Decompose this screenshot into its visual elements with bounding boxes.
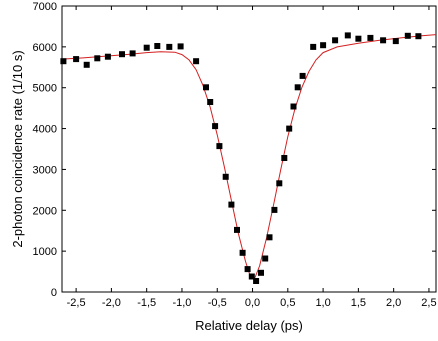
data-point bbox=[276, 180, 283, 187]
data-point bbox=[94, 55, 101, 62]
y-tick-label: 6000 bbox=[33, 42, 57, 54]
data-point bbox=[177, 43, 184, 50]
data-point bbox=[355, 35, 362, 42]
data-point bbox=[253, 278, 260, 284]
data-point bbox=[262, 255, 269, 262]
x-tick-label: 1,5 bbox=[351, 297, 366, 309]
data-point bbox=[60, 58, 67, 65]
data-point bbox=[166, 43, 173, 50]
data-point bbox=[404, 32, 411, 39]
data-point bbox=[392, 38, 399, 45]
x-tick-label: 1,0 bbox=[315, 297, 330, 309]
data-point bbox=[143, 44, 150, 51]
x-tick-label: 0,0 bbox=[245, 297, 260, 309]
x-axis-ticks: -2,5 -2,0 -1,5 -1,0 -0,5 0,0 0,5 1,0 1,5 2,0 2,5 bbox=[67, 6, 437, 309]
data-point bbox=[286, 125, 293, 132]
data-point bbox=[320, 42, 327, 49]
y-tick-label: 5000 bbox=[33, 83, 57, 95]
data-point bbox=[266, 234, 273, 241]
x-tick-label: 0,5 bbox=[280, 297, 295, 309]
plot-area: -2,5 -2,0 -1,5 -1,0 -0,5 0,0 0,5 1,0 1,5 2,0 2,5 0… bbox=[33, 1, 437, 309]
x-tick-label: -0,5 bbox=[208, 297, 227, 309]
x-axis-title: Relative delay (ps) bbox=[195, 318, 303, 333]
x-tick-label: -2,0 bbox=[102, 297, 121, 309]
data-point bbox=[239, 249, 246, 256]
x-tick-label: -2,5 bbox=[67, 297, 86, 309]
data-point bbox=[193, 58, 200, 65]
data-point bbox=[119, 51, 125, 58]
plot-frame bbox=[61, 5, 437, 293]
y-tick-label: 7000 bbox=[33, 1, 57, 13]
y-tick-label: 4000 bbox=[33, 124, 57, 136]
y-tick-label: 3000 bbox=[33, 164, 57, 176]
x-tick-label: -1,0 bbox=[172, 297, 191, 309]
data-point bbox=[104, 53, 111, 60]
x-tick-label: -1,5 bbox=[137, 297, 156, 309]
data-point bbox=[299, 72, 306, 79]
data-point bbox=[228, 201, 235, 208]
x-tick-label: 2,0 bbox=[386, 297, 401, 309]
y-tick-label: 0 bbox=[51, 287, 57, 299]
data-point bbox=[310, 43, 317, 50]
data-point bbox=[258, 269, 264, 276]
data-point bbox=[244, 266, 251, 273]
data-point bbox=[415, 33, 422, 40]
data-point bbox=[222, 173, 229, 180]
fit-curve bbox=[61, 34, 437, 280]
y-axis-ticks: 0 1000 2000 3000 4000 5000 6000 7000 bbox=[33, 1, 436, 299]
y-tick-label: 2000 bbox=[33, 205, 57, 217]
data-point bbox=[344, 32, 351, 39]
data-point bbox=[73, 56, 80, 63]
data-point bbox=[234, 226, 240, 233]
data-point bbox=[294, 84, 301, 91]
data-point bbox=[129, 50, 136, 57]
data-point bbox=[207, 99, 214, 105]
data-point bbox=[290, 103, 297, 110]
y-tick-label: 1000 bbox=[33, 246, 57, 258]
data-point bbox=[380, 37, 387, 44]
data-point bbox=[332, 37, 339, 44]
data-point bbox=[216, 143, 223, 150]
y-axis-title: 2-photon coincidence rate (1/10 s) bbox=[10, 50, 25, 247]
data-point bbox=[367, 34, 374, 41]
data-point bbox=[203, 84, 209, 91]
data-point bbox=[212, 123, 219, 130]
data-point bbox=[248, 273, 255, 280]
data-point bbox=[154, 43, 161, 49]
data-point bbox=[83, 61, 90, 68]
data-points bbox=[60, 32, 422, 284]
x-tick-label: 2,5 bbox=[421, 297, 436, 309]
data-point bbox=[281, 155, 288, 161]
data-point bbox=[271, 206, 278, 213]
